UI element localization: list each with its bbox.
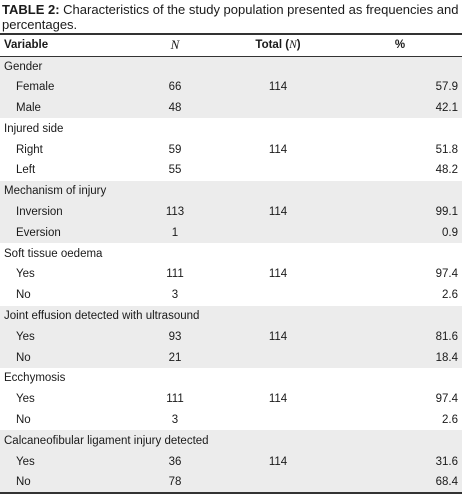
table-row: Right 59 114 51.8 [0, 139, 462, 160]
table-row: Left 55 48.2 [0, 160, 462, 181]
header-total-suffix: ) [296, 39, 301, 52]
group-row: Mechanism of injury [0, 180, 462, 202]
row-label: Male [0, 97, 132, 119]
group-row: Ecchymosis [0, 368, 462, 389]
row-percent: 48.2 [435, 164, 458, 177]
row-total [218, 97, 338, 119]
row-total [218, 347, 338, 368]
row-label: Yes [16, 268, 35, 281]
header-percent: % [338, 33, 462, 57]
row-percent: 97.4 [435, 268, 458, 281]
table-row: Yes 93 114 81.6 [0, 326, 462, 348]
row-percent: 18.4 [338, 347, 462, 368]
row-percent: 2.6 [442, 289, 458, 302]
table-body: Gender Female 66 114 57.9 Male 48 42.1 Injured s… [0, 56, 462, 494]
row-n: 93 [132, 326, 218, 348]
row-percent: 42.1 [338, 97, 462, 119]
row-label: Inversion [0, 201, 132, 223]
row-n: 113 [132, 201, 218, 223]
row-n: 59 [168, 143, 182, 156]
row-total [218, 410, 338, 431]
row-percent: 51.8 [435, 143, 458, 156]
group-title: Gender [0, 56, 462, 77]
header-total-n: N [289, 39, 297, 52]
header-variable: Variable [0, 33, 132, 57]
row-label: Female [0, 76, 132, 98]
row-label: Yes [0, 451, 132, 472]
row-total: 114 [218, 451, 338, 472]
table-row: Inversion 113 114 99.1 [0, 201, 462, 223]
row-total: 114 [268, 268, 288, 281]
row-label: No [16, 289, 31, 302]
group-row: Soft tissue oedema [0, 243, 462, 264]
row-n: 78 [132, 471, 218, 494]
row-total: 114 [218, 76, 338, 98]
row-n: 111 [166, 268, 184, 281]
row-percent: 68.4 [338, 471, 462, 494]
header-total: Total (N) [218, 33, 338, 57]
group-row: Calcaneofibular ligament injury detected [0, 430, 462, 452]
row-total [218, 222, 338, 244]
row-total: 114 [218, 201, 338, 223]
row-n: 1 [132, 222, 218, 244]
group-row: Joint effusion detected with ultrasound [0, 305, 462, 327]
header-total-prefix: Total ( [255, 39, 290, 52]
row-n: 111 [166, 393, 184, 406]
row-percent: 81.6 [338, 326, 462, 348]
row-percent: 57.9 [338, 76, 462, 98]
row-label: No [0, 347, 132, 368]
group-title: Joint effusion detected with ultrasound [0, 305, 462, 327]
table-row: Male 48 42.1 [0, 97, 462, 119]
table-row: No 3 2.6 [0, 410, 462, 431]
table-row: Eversion 1 0.9 [0, 222, 462, 244]
group-title: Calcaneofibular ligament injury detected [0, 430, 462, 452]
row-total: 114 [218, 326, 338, 348]
row-n: 3 [171, 413, 179, 426]
row-n: 21 [132, 347, 218, 368]
row-label: No [16, 413, 31, 426]
row-label: Yes [0, 326, 132, 348]
table-row: Female 66 114 57.9 [0, 76, 462, 98]
row-total [218, 471, 338, 494]
group-row: Injured side [0, 118, 462, 139]
row-n: 36 [132, 451, 218, 472]
group-row: Gender [0, 56, 462, 77]
header-row: Variable N Total (N) % [0, 33, 462, 57]
table-row: Yes 36 114 31.6 [0, 451, 462, 472]
table-row: Yes 111 114 97.4 [0, 264, 462, 285]
group-title: Mechanism of injury [0, 180, 462, 202]
table-caption: TABLE 2: Characteristics of the study po… [2, 2, 468, 32]
table-row: No 78 68.4 [0, 471, 462, 494]
caption-label: TABLE 2: [2, 2, 60, 17]
row-n: 48 [132, 97, 218, 119]
group-title: Injured side [4, 122, 64, 135]
row-total [218, 285, 338, 306]
header-n: N [132, 33, 218, 57]
row-label: Eversion [0, 222, 132, 244]
row-label: Yes [16, 393, 35, 406]
table-row: No 3 2.6 [0, 285, 462, 306]
row-total: 114 [268, 393, 288, 406]
row-percent: 0.9 [338, 222, 462, 244]
row-n: 55 [168, 164, 182, 177]
row-label: Right [16, 143, 43, 156]
row-label: Left [16, 164, 36, 177]
row-percent: 97.4 [435, 393, 458, 406]
row-n: 66 [132, 76, 218, 98]
row-total: 114 [268, 143, 288, 156]
row-percent: 31.6 [338, 451, 462, 472]
table-row: Yes 111 114 97.4 [0, 389, 462, 410]
caption-text: Characteristics of the study population … [2, 2, 459, 32]
group-title: Ecchymosis [4, 372, 66, 385]
row-label: No [0, 471, 132, 494]
table-row: No 21 18.4 [0, 347, 462, 368]
row-percent: 2.6 [442, 413, 458, 426]
row-n: 3 [171, 289, 179, 302]
row-percent: 99.1 [338, 201, 462, 223]
row-total [218, 160, 338, 181]
characteristics-table: Variable N Total (N) % Gender Female 66 114… [0, 33, 462, 494]
group-title: Soft tissue oedema [4, 247, 103, 260]
